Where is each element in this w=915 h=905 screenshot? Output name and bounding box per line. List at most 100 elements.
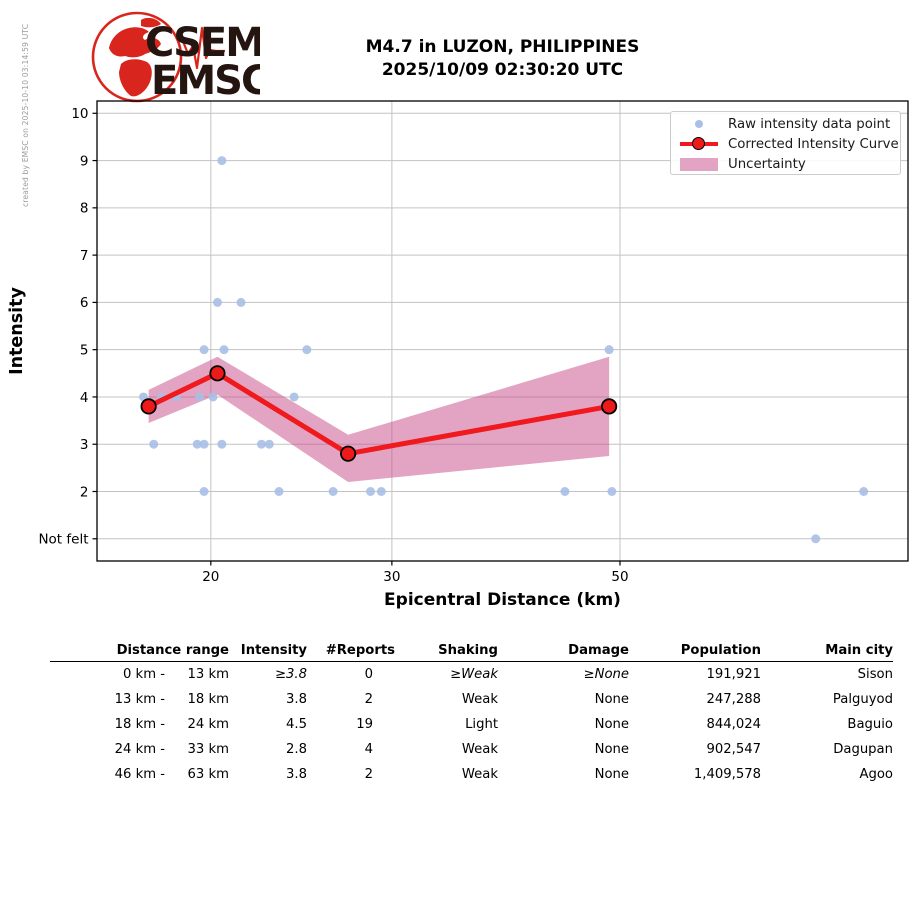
raw-data-point — [366, 487, 376, 497]
x-tick-label: 20 — [202, 569, 219, 585]
header-intensity: Intensity — [240, 643, 307, 658]
legend: Raw intensity data point Corrected Inten… — [670, 111, 901, 175]
cell-shaking: Light — [465, 717, 498, 732]
x-tick-label: 30 — [383, 569, 400, 585]
plot-frame — [96, 100, 909, 562]
legend-item-curve: Corrected Intensity Curve — [671, 134, 900, 154]
y-tick-label: 3 — [80, 437, 89, 453]
logo-continent-scandinavia — [141, 17, 161, 28]
cell-damage: None — [594, 717, 629, 732]
x-tick-label: 50 — [611, 569, 628, 585]
logo-text-emsc: EMSC — [151, 58, 260, 104]
curve-marker — [140, 398, 157, 415]
raw-data-point — [199, 345, 209, 355]
uncertainty-swatch-icon — [677, 157, 721, 171]
raw-data-point — [811, 534, 821, 544]
raw-data-point — [328, 487, 338, 497]
cell-population: 902,547 — [706, 742, 761, 757]
table-body: 0 km -13 km ≥3.8 0 ≥Weak ≥None 191,921 Sison 13… — [50, 662, 893, 787]
raw-data-point — [289, 392, 299, 402]
legend-item-uncertainty: Uncertainty — [671, 154, 900, 174]
y-tick-label: Not felt — [38, 532, 88, 548]
cell-shaking: Weak — [461, 742, 498, 757]
cell-damage: None — [594, 742, 629, 757]
raw-data-point — [607, 487, 617, 497]
cell-shaking: Weak — [461, 692, 498, 707]
logo-continent-africa — [119, 59, 152, 97]
raw-data-point — [217, 439, 227, 449]
logo-text-csem: CSEM — [145, 20, 260, 66]
curve-marker — [209, 365, 226, 382]
cell-shaking: Weak — [461, 767, 498, 782]
cell-main-city: Sison — [857, 667, 893, 682]
cell-intensity: 2.8 — [286, 742, 307, 757]
cell-distance-range: 0 km -13 km — [122, 667, 229, 682]
table-row: 0 km -13 km ≥3.8 0 ≥Weak ≥None 191,921 Sison — [50, 662, 893, 687]
raw-data-point — [199, 487, 209, 497]
raw-data-point — [195, 392, 205, 402]
cell-population: 844,024 — [706, 717, 761, 732]
corrected-intensity-curve — [146, 370, 612, 457]
legend-label-curve: Corrected Intensity Curve — [728, 136, 899, 152]
summary-table: Distance range Intensity #Reports Shakin… — [50, 640, 893, 787]
cell-main-city: Agoo — [859, 767, 893, 782]
raw-data-point — [192, 439, 202, 449]
raw-data-point — [149, 439, 159, 449]
cell-reports: 19 — [356, 717, 373, 732]
cell-population: 1,409,578 — [693, 767, 761, 782]
intensity-chart: 20 30 50 Not felt 2 3 4 5 6 7 8 9 10 Epicentral Dista… — [7, 100, 909, 610]
y-tick-label: 10 — [71, 106, 88, 122]
cell-reports: 0 — [364, 667, 373, 682]
emsc-logo: CSEM EMSC — [91, 11, 260, 104]
title-line-1: M4.7 in LUZON, PHILIPPINES — [365, 37, 640, 57]
cell-reports: 4 — [364, 742, 373, 757]
header-population: Population — [680, 643, 761, 658]
cell-damage: ≥None — [583, 667, 629, 682]
raw-point-icon — [677, 120, 721, 128]
cell-main-city: Palguyod — [832, 692, 893, 707]
raw-data-point — [264, 439, 274, 449]
y-tick-label: 9 — [80, 153, 89, 169]
y-tick-label: 4 — [80, 390, 89, 406]
header-shaking: Shaking — [438, 643, 498, 658]
y-tick-label: 8 — [80, 201, 89, 217]
raw-data-point — [859, 487, 869, 497]
cell-shaking: ≥Weak — [450, 667, 498, 682]
raw-data-point — [274, 487, 284, 497]
cell-intensity: ≥3.8 — [274, 667, 307, 682]
raw-data-point — [560, 487, 570, 497]
raw-data-point — [236, 297, 246, 307]
raw-data-point — [219, 345, 229, 355]
table-row: 46 km -63 km 3.8 2 Weak None 1,409,578 Agoo — [50, 762, 893, 787]
curve-marker — [340, 445, 357, 462]
cell-distance-range: 24 km -33 km — [114, 742, 229, 757]
y-tick-label: 2 — [80, 484, 89, 500]
raw-data-point — [376, 487, 386, 497]
table-header-row: Distance range Intensity #Reports Shakin… — [50, 640, 893, 662]
cell-population: 191,921 — [706, 667, 761, 682]
uncertainty-band — [148, 356, 610, 483]
table-row: 13 km -18 km 3.8 2 Weak None 247,288 Palguyod — [50, 687, 893, 712]
cell-main-city: Baguio — [847, 717, 893, 732]
y-tick-label: 7 — [80, 248, 89, 264]
cell-damage: None — [594, 692, 629, 707]
cell-intensity: 3.8 — [286, 767, 307, 782]
cell-damage: None — [594, 767, 629, 782]
raw-data-point — [212, 297, 222, 307]
cell-reports: 2 — [364, 692, 373, 707]
curve-line-icon — [677, 136, 721, 150]
y-tick-label: 5 — [80, 342, 89, 358]
title-line-2: 2025/10/09 02:30:20 UTC — [381, 59, 624, 80]
x-axis-label: Epicentral Distance (km) — [384, 590, 621, 610]
header-main-city: Main city — [825, 643, 893, 658]
page-title: M4.7 in LUZON, PHILIPPINES 2025/10/09 02… — [180, 36, 825, 81]
cell-distance-range: 18 km -24 km — [114, 717, 229, 732]
header-damage: Damage — [568, 643, 629, 658]
logo-continent-europe — [109, 27, 161, 58]
curve-marker — [601, 398, 618, 415]
cell-distance-range: 13 km -18 km — [114, 692, 229, 707]
raw-data-point — [302, 345, 312, 355]
legend-label-raw: Raw intensity data point — [728, 116, 891, 132]
logo-seismogram-icon — [179, 26, 225, 70]
